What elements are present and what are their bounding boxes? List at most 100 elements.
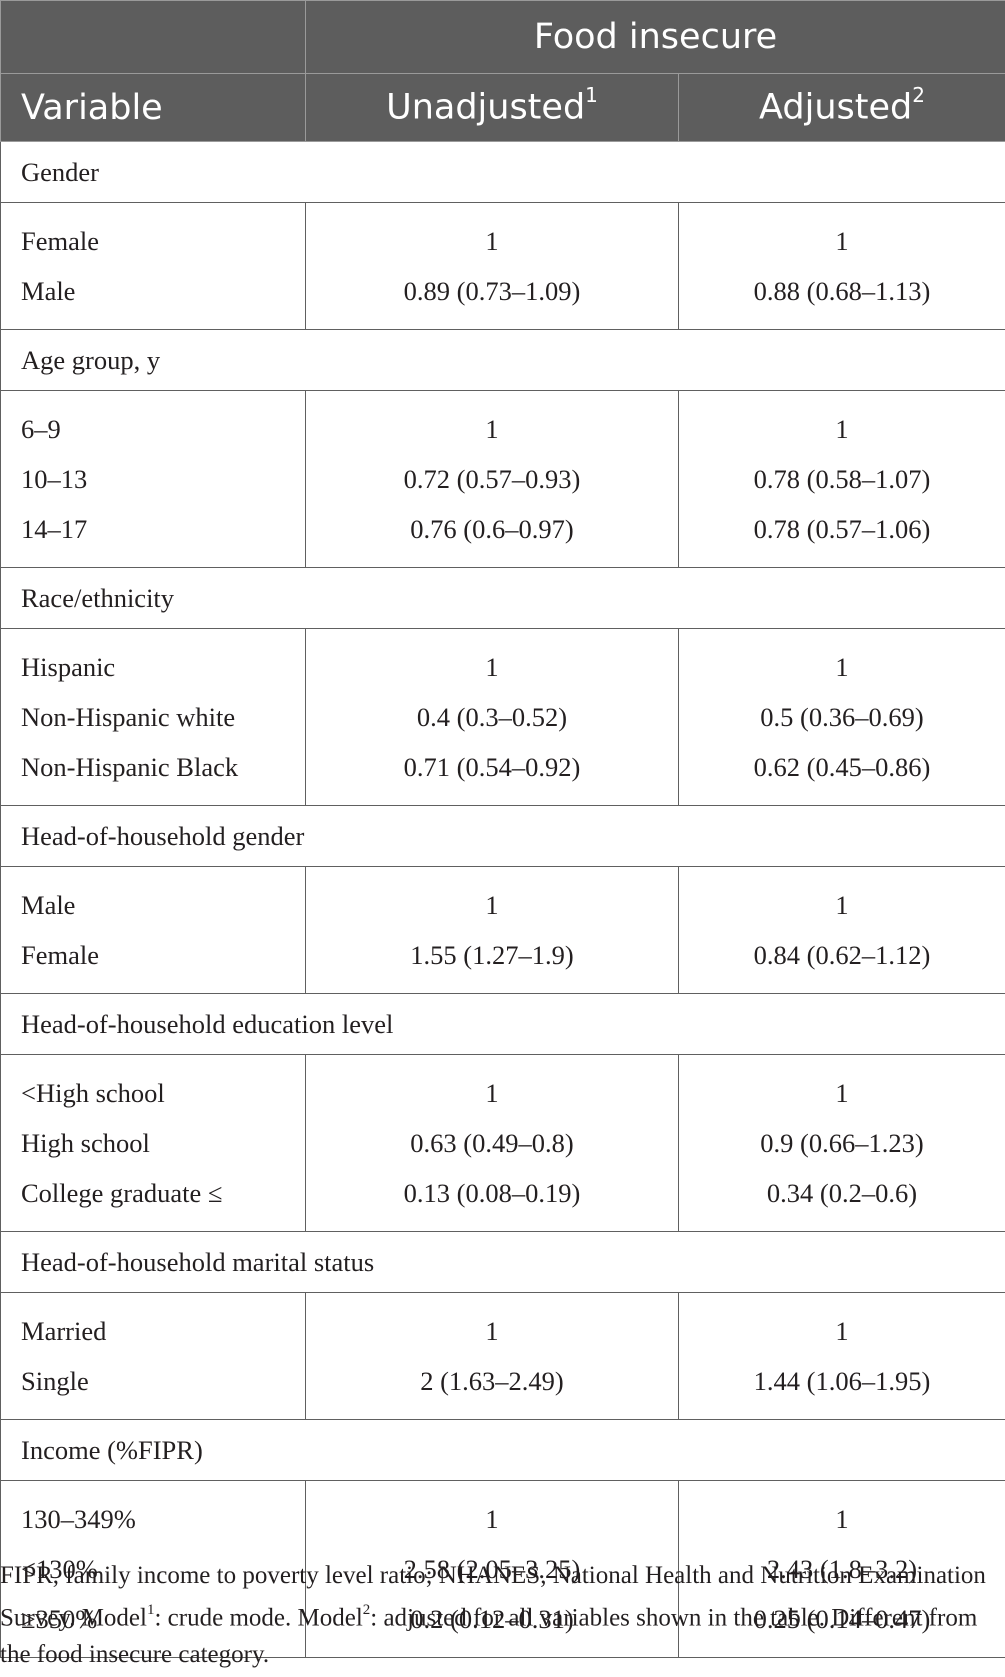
unadjusted-value: 2 (1.63–2.49) — [420, 1366, 564, 1396]
footnote-superscript-1: 1 — [146, 1602, 155, 1618]
row-label: <130% — [21, 1554, 98, 1584]
unadjusted-value: 0.63 (0.49–0.8) — [410, 1128, 574, 1158]
unadjusted-value: 0.71 (0.54–0.92) — [403, 752, 581, 782]
section-title: Gender — [0, 141, 1005, 203]
unadjusted-value: 1 — [485, 414, 499, 444]
adjusted-value: 1 — [835, 226, 849, 256]
section-header-row: Race/ethnicity — [0, 567, 1005, 629]
row-label-cell: 6–9 10–13 14–17 — [0, 390, 306, 568]
adjusted-value-cell: 1 0.84 (0.62–1.12) — [678, 866, 1005, 994]
row-label: Female — [21, 226, 99, 256]
group-header-food-insecure: Food insecure — [305, 0, 1005, 74]
row-label: 6–9 — [21, 414, 61, 444]
unadjusted-value: 0.76 (0.6–0.97) — [410, 514, 574, 544]
unadjusted-value: 0.2 (0.12–0.31) — [410, 1604, 574, 1634]
row-label: ≥350% — [21, 1604, 98, 1634]
adjusted-value: 0.62 (0.45–0.86) — [753, 752, 931, 782]
row-label: 14–17 — [21, 514, 88, 544]
row-label-cell: Married Single — [0, 1292, 306, 1420]
row-label-cell: Male Female — [0, 866, 306, 994]
unadjusted-value: 0.13 (0.08–0.19) — [403, 1178, 581, 1208]
section-header-row: Age group, y — [0, 329, 1005, 391]
adjusted-value: 0.9 (0.66–1.23) — [760, 1128, 924, 1158]
row-label: High school — [21, 1128, 150, 1158]
table-header: Food insecure Variable Unadjusted1 Adjus… — [0, 0, 1005, 142]
row-label: <High school — [21, 1078, 165, 1108]
section-title: Race/ethnicity — [0, 567, 1005, 629]
adjusted-value-cell: 1 0.78 (0.58–1.07) 0.78 (0.57–1.06) — [678, 390, 1005, 568]
adjusted-value-cell: 1 1.44 (1.06–1.95) — [678, 1292, 1005, 1420]
unadjusted-value-cell: 1 2 (1.63–2.49) — [305, 1292, 679, 1420]
unadjusted-value: 0.89 (0.73–1.09) — [403, 276, 581, 306]
adjusted-value: 1 — [835, 652, 849, 682]
unadjusted-value: 1.55 (1.27–1.9) — [410, 940, 574, 970]
section-header-row: Gender — [0, 141, 1005, 203]
section-data-row: 130–349% <130% ≥350% 1 2.58 (2.05–3.25) 0.2 (… — [0, 1480, 1005, 1658]
section-title: Head-of-household marital status — [0, 1231, 1005, 1293]
row-label: 130–349% — [21, 1504, 136, 1534]
column-header-variable: Variable — [0, 73, 306, 142]
unadjusted-value-cell: 1 0.72 (0.57–0.93) 0.76 (0.6–0.97) — [305, 390, 679, 568]
adjusted-value: 0.25 (0.14–0.47) — [753, 1604, 931, 1634]
unadjusted-label: Unadjusted — [386, 87, 586, 128]
adjusted-value: 0.5 (0.36–0.69) — [760, 702, 924, 732]
row-label: Male — [21, 890, 76, 920]
adjusted-value: 1 — [835, 1504, 849, 1534]
row-label-cell: Hispanic Non-Hispanic white Non-Hispanic B… — [0, 628, 306, 806]
row-label: Non-Hispanic white — [21, 702, 236, 732]
row-label: 10–13 — [21, 464, 88, 494]
adjusted-value: 1 — [835, 1316, 849, 1346]
row-label-cell: <High school High school College graduate … — [0, 1054, 306, 1232]
row-label-cell: 130–349% <130% ≥350% — [0, 1480, 306, 1658]
column-header-unadjusted: Unadjusted1 — [305, 73, 679, 142]
unadjusted-value-cell: 1 0.63 (0.49–0.8) 0.13 (0.08–0.19) — [305, 1054, 679, 1232]
section-title: Income (%FIPR) — [0, 1419, 1005, 1481]
section-data-row: Hispanic Non-Hispanic white Non-Hispanic B… — [0, 628, 1005, 806]
row-label: Non-Hispanic Black — [21, 752, 239, 782]
unadjusted-value: 1 — [485, 1316, 499, 1346]
row-label: Hispanic — [21, 652, 116, 682]
row-label-cell: Female Male — [0, 202, 306, 330]
adjusted-value: 0.78 (0.57–1.06) — [753, 514, 931, 544]
adjusted-value: 0.34 (0.2–0.6) — [766, 1178, 918, 1208]
unadjusted-value: 0.4 (0.3–0.52) — [416, 702, 568, 732]
unadjusted-value: 0.72 (0.57–0.93) — [403, 464, 581, 494]
adjusted-value: 2.43 (1.8–3.2) — [766, 1554, 918, 1584]
adjusted-value-cell: 1 0.88 (0.68–1.13) — [678, 202, 1005, 330]
unadjusted-value: 1 — [485, 1504, 499, 1534]
footnote-text-3: : adjusted for all variables shown in th… — [0, 1604, 978, 1669]
adjusted-value: 0.78 (0.58–1.07) — [753, 464, 931, 494]
unadjusted-value-cell: 1 0.4 (0.3–0.52) 0.71 (0.54–0.92) — [305, 628, 679, 806]
table-body: Gender Female Male 1 0.89 (0.73–1.09) 1 0.88 (… — [0, 141, 1005, 1658]
adjusted-value-cell: 1 0.9 (0.66–1.23) 0.34 (0.2–0.6) — [678, 1054, 1005, 1232]
unadjusted-superscript: 1 — [585, 83, 598, 108]
section-data-row: <High school High school College graduate … — [0, 1054, 1005, 1232]
row-label: Married — [21, 1316, 107, 1346]
row-label: College graduate ≤ — [21, 1178, 223, 1208]
section-data-row: Married Single 1 2 (1.63–2.49) 1 1.44 (1.06–1… — [0, 1292, 1005, 1420]
section-data-row: Male Female 1 1.55 (1.27–1.9) 1 0.84 (0.62–1.… — [0, 866, 1005, 994]
adjusted-value: 1 — [835, 890, 849, 920]
unadjusted-value: 1 — [485, 1078, 499, 1108]
unadjusted-value: 2.58 (2.05–3.25) — [403, 1554, 581, 1584]
section-title: Head-of-household education level — [0, 993, 1005, 1055]
unadjusted-value-cell: 1 1.55 (1.27–1.9) — [305, 866, 679, 994]
adjusted-value-cell: 1 0.5 (0.36–0.69) 0.62 (0.45–0.86) — [678, 628, 1005, 806]
adjusted-value-cell: 1 2.43 (1.8–3.2) 0.25 (0.14–0.47) — [678, 1480, 1005, 1658]
adjusted-value: 0.84 (0.62–1.12) — [753, 940, 931, 970]
footnote-text-2: : crude mode. Model — [154, 1604, 363, 1632]
section-header-row: Head-of-household gender — [0, 805, 1005, 867]
adjusted-label: Adjusted — [759, 87, 913, 128]
section-title: Head-of-household gender — [0, 805, 1005, 867]
unadjusted-value-cell: 1 0.89 (0.73–1.09) — [305, 202, 679, 330]
row-label: Male — [21, 276, 76, 306]
section-header-row: Head-of-household marital status — [0, 1231, 1005, 1293]
footnote-text-1: FIPR, family income to poverty level rat… — [0, 1562, 986, 1632]
unadjusted-value-cell: 1 2.58 (2.05–3.25) 0.2 (0.12–0.31) — [305, 1480, 679, 1658]
section-title: Age group, y — [0, 329, 1005, 391]
footnote-superscript-2: 2 — [362, 1602, 371, 1618]
row-label: Female — [21, 940, 99, 970]
row-label: Single — [21, 1366, 89, 1396]
header-empty-cell — [0, 0, 306, 74]
